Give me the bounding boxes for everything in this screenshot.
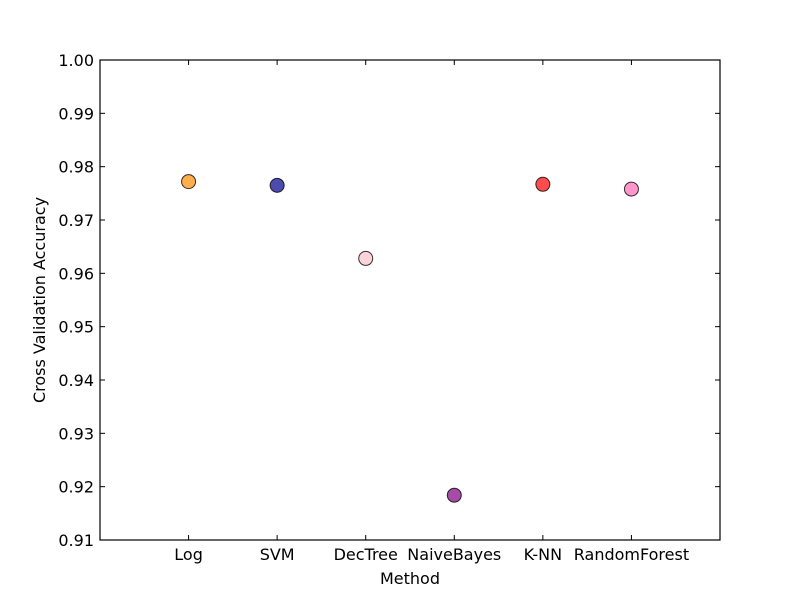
data-point-k-nn xyxy=(535,176,551,192)
x-tick-label: SVM xyxy=(260,545,295,564)
y-tick-label: 0.94 xyxy=(58,371,94,390)
y-tick-label: 0.93 xyxy=(58,424,94,443)
data-point-log xyxy=(181,174,197,190)
y-tick-label: 0.96 xyxy=(58,264,94,283)
x-tick-label: Log xyxy=(174,545,203,564)
data-point-dectree xyxy=(358,250,374,266)
data-points xyxy=(181,174,639,503)
x-tick-label: RandomForest xyxy=(574,545,689,564)
y-tick-label: 0.97 xyxy=(58,211,94,230)
y-axis-label: Cross Validation Accuracy xyxy=(30,197,49,403)
x-axis-label: Method xyxy=(380,569,440,588)
y-tick-label: 1.00 xyxy=(58,51,94,70)
y-axis: 0.91 0.92 0.93 0.94 0.95 0.96 0.97 0.98 0.99 1.00 xyxy=(58,51,720,550)
y-tick-label: 0.91 xyxy=(58,531,94,550)
x-tick-label: DecTree xyxy=(334,545,398,564)
y-tick-label: 0.99 xyxy=(58,104,94,123)
y-tick-label: 0.92 xyxy=(58,478,94,497)
x-axis: Log SVM DecTree NaiveBayes K-NN RandomForest xyxy=(174,60,689,564)
y-tick-label: 0.98 xyxy=(58,158,94,177)
y-tick-label: 0.95 xyxy=(58,318,94,337)
data-point-svm xyxy=(269,177,285,193)
x-tick-label: NaiveBayes xyxy=(407,545,501,564)
data-point-randomforest xyxy=(623,181,639,197)
data-point-naivebayes xyxy=(446,487,462,503)
x-tick-label: K-NN xyxy=(524,545,563,564)
plot-area xyxy=(99,59,721,541)
